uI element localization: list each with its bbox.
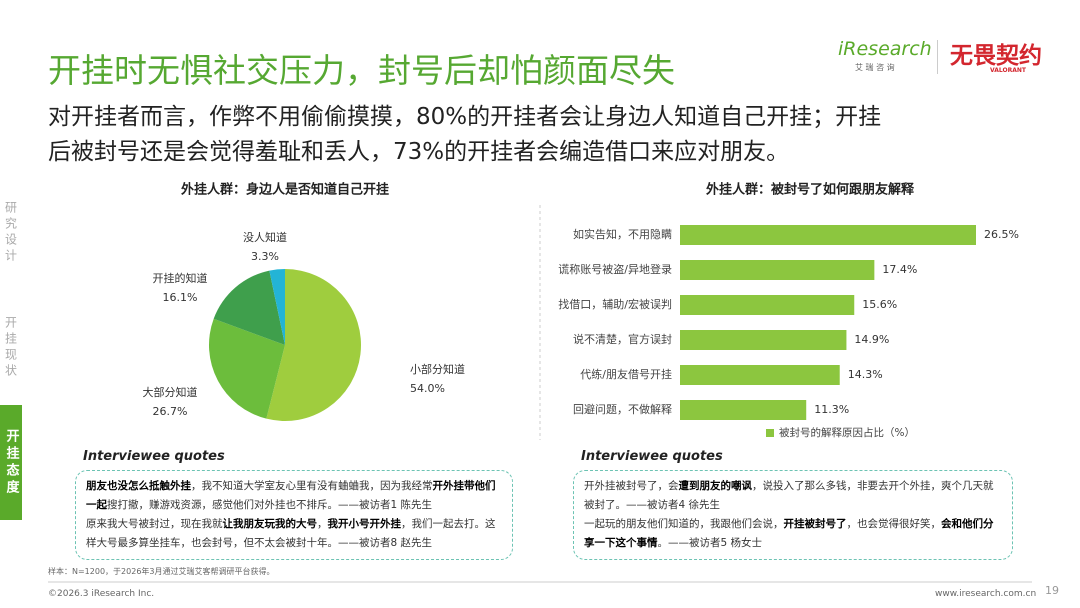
quotes-heading: Interviewee quotes [581, 449, 723, 464]
quote-paragraph: 朋友也没怎么抵触外挂，我不知道大学室友心里有没有蛐蛐我，因为我经常开外挂带他们一… [86, 477, 502, 515]
sidebar-item: 开挂态度 [0, 405, 22, 520]
slide-title: 开挂时无惧社交压力，封号后却怕颜面尽失 [48, 51, 675, 90]
quote-text: 朋友也没怎么抵触外挂 [86, 480, 191, 492]
chart-title: 外挂人群：被封号了如何跟朋友解释 [705, 182, 915, 198]
pie-slice [266, 269, 361, 421]
copyright: ©2026.3 iResearch Inc. [48, 589, 155, 599]
partner-en: VALORANT [990, 67, 1026, 74]
bar-value-label: 26.5% [984, 228, 1019, 241]
pie-label: 大部分知道 [143, 385, 198, 399]
quote-text: 原来我大号被封过，现在我就 [86, 518, 223, 530]
bar-value-label: 15.6% [862, 298, 897, 311]
partner-logo: 无畏契约 [950, 43, 1042, 69]
quote-box: 朋友也没怎么抵触外挂，我不知道大学室友心里有没有蛐蛐我，因为我经常开外挂带他们一… [75, 470, 513, 560]
website: www.iresearch.com.cn [935, 589, 1037, 599]
quote-paragraph: 原来我大号被封过，现在我就让我朋友玩我的大号，我开小号开外挂，我们一起去打。这样… [86, 515, 502, 553]
pie-slice [208, 318, 285, 419]
quote-text: 。——被访者5 杨女士 [657, 537, 763, 549]
legend-label: 被封号的解释原因占比（%） [779, 426, 915, 439]
quote-text: 让我朋友玩我的大号 [222, 518, 318, 530]
quote-text: 搜打撤，赚游戏资源，感觉他们对外挂也不排斥。——被访者1 陈先生 [107, 499, 433, 511]
bar-value-label: 17.4% [882, 263, 917, 276]
quote-text: 开外挂被封号了，会 [584, 480, 679, 492]
bar [680, 295, 855, 315]
bar-value-label: 11.3% [814, 403, 849, 416]
bar [680, 365, 840, 385]
pie-slice [269, 269, 285, 345]
pie-value-label: 26.7% [153, 405, 188, 418]
brand-logo: iResearch [838, 38, 932, 60]
quote-text: ， [317, 518, 328, 530]
y-tick-label: 代练/朋友借号开挂 [580, 367, 672, 381]
y-tick-label: 如实告知，不用隐瞒 [573, 227, 672, 241]
bar [680, 330, 847, 350]
quote-text: ，说投入了那么多钱，非要去开个外挂，爽个几天就被封了。——被访者4 徐先生 [584, 480, 994, 511]
y-tick-label: 回避问题，不做解释 [573, 402, 672, 416]
pie-value-label: 3.3% [251, 250, 279, 263]
bar [680, 260, 875, 280]
quotes-heading: Interviewee quotes [83, 449, 225, 464]
pie-label: 没人知道 [243, 230, 287, 244]
quote-paragraph: 一起玩的朋友他们知道的，我跟他们会说，开挂被封号了，也会觉得很好笑，会和他们分享… [584, 515, 1002, 553]
quote-text: 遭到朋友的嘲讽 [678, 480, 753, 492]
quote-text: 我开小号开外挂 [327, 518, 402, 530]
pie-slice [213, 270, 285, 345]
bar-value-label: 14.9% [854, 333, 889, 346]
page-number: 19 [1045, 584, 1059, 597]
y-tick-label: 说不清楚，官方误封 [573, 332, 672, 346]
bar [680, 400, 807, 420]
divider [937, 40, 938, 74]
quote-paragraph: 开外挂被封号了，会遭到朋友的嘲讽，说投入了那么多钱，非要去开个外挂，爽个几天就被… [584, 477, 1002, 515]
legend-swatch [766, 429, 774, 437]
quote-text: 开挂被封号了 [783, 518, 847, 530]
pie-label: 开挂的知道 [153, 271, 208, 285]
pie-value-label: 54.0% [410, 382, 445, 395]
quote-text: ，也会觉得很好笑， [846, 518, 942, 530]
chart-title: 外挂人群：身边人是否知道自己开挂 [180, 182, 389, 198]
quote-box: 开外挂被封号了，会遭到朋友的嘲讽，说投入了那么多钱，非要去开个外挂，爽个几天就被… [573, 470, 1013, 560]
y-tick-label: 谎称账号被盗/异地登录 [558, 262, 672, 276]
pie-value-label: 16.1% [163, 291, 198, 304]
bar-value-label: 14.3% [848, 368, 883, 381]
sidebar-item: 开挂现状 [3, 315, 18, 380]
subtitle: 后被封号还是会觉得羞耻和丢人，73%的开挂者会编造借口来应对朋友。 [48, 139, 790, 165]
quote-text: 会和他们分享一下这个事情 [584, 518, 994, 549]
brand-cn: 艾 瑞 咨 询 [855, 63, 895, 72]
bar [680, 225, 976, 245]
sample-note: 样本：N=1200，于2026年3月通过艾瑞艾客帮调研平台获得。 [48, 567, 275, 576]
quote-text: 开外挂带他们一起 [86, 480, 496, 511]
pie-label: 小部分知道 [410, 362, 465, 376]
quote-text: ，我们一起去打。这样大号最多算坐挂车，也会封号，但不太会被封十年。——被访者8 … [86, 518, 496, 549]
quote-text: 一起玩的朋友他们知道的，我跟他们会说， [584, 518, 784, 530]
sidebar-item: 研究设计 [3, 200, 18, 265]
y-tick-label: 找借口，辅助/宏被误判 [558, 297, 672, 311]
quote-text: ，我不知道大学室友心里有没有蛐蛐我，因为我经常 [191, 480, 433, 492]
subtitle: 对开挂者而言，作弊不用偷偷摸摸，80%的开挂者会让身边人知道自己开挂；开挂 [48, 104, 882, 130]
